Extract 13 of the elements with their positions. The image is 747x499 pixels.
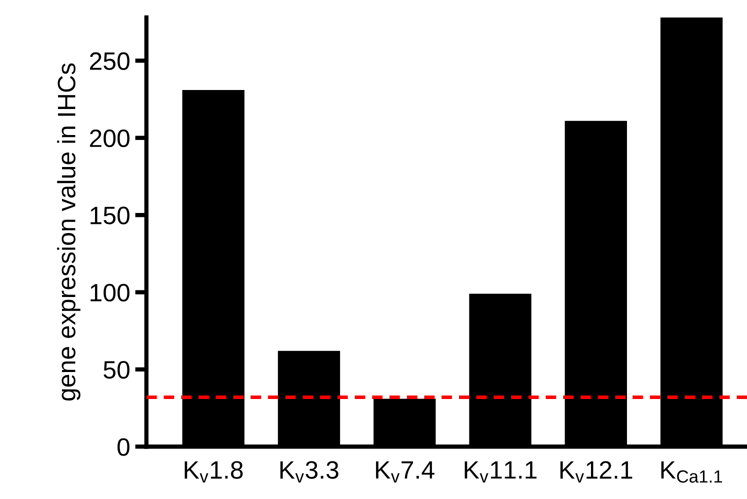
y-tick-label: 100 <box>90 284 130 302</box>
x-tick-label: K$_{v}$7.4 <box>376 461 434 483</box>
x-tick-label: K$_{v}$1.8 <box>184 461 243 483</box>
x-tick-label: K$_{v}$12.1 <box>560 461 632 483</box>
x-tick-label: K$_{Ca1.1}$ <box>661 461 722 483</box>
y-tick-label: 250 <box>90 52 130 70</box>
y-tick-label: 50 <box>104 361 130 379</box>
x-tick-label: K$_{v}$3.3 <box>280 461 338 483</box>
y-axis-title: gene expression value in IHCs <box>57 63 80 401</box>
y-tick-label: 150 <box>90 206 130 224</box>
x-tick-label: K$_{v}$11.1 <box>464 461 537 483</box>
y-tick-label: 0 <box>118 438 130 456</box>
y-tick-label: 200 <box>90 129 130 148</box>
